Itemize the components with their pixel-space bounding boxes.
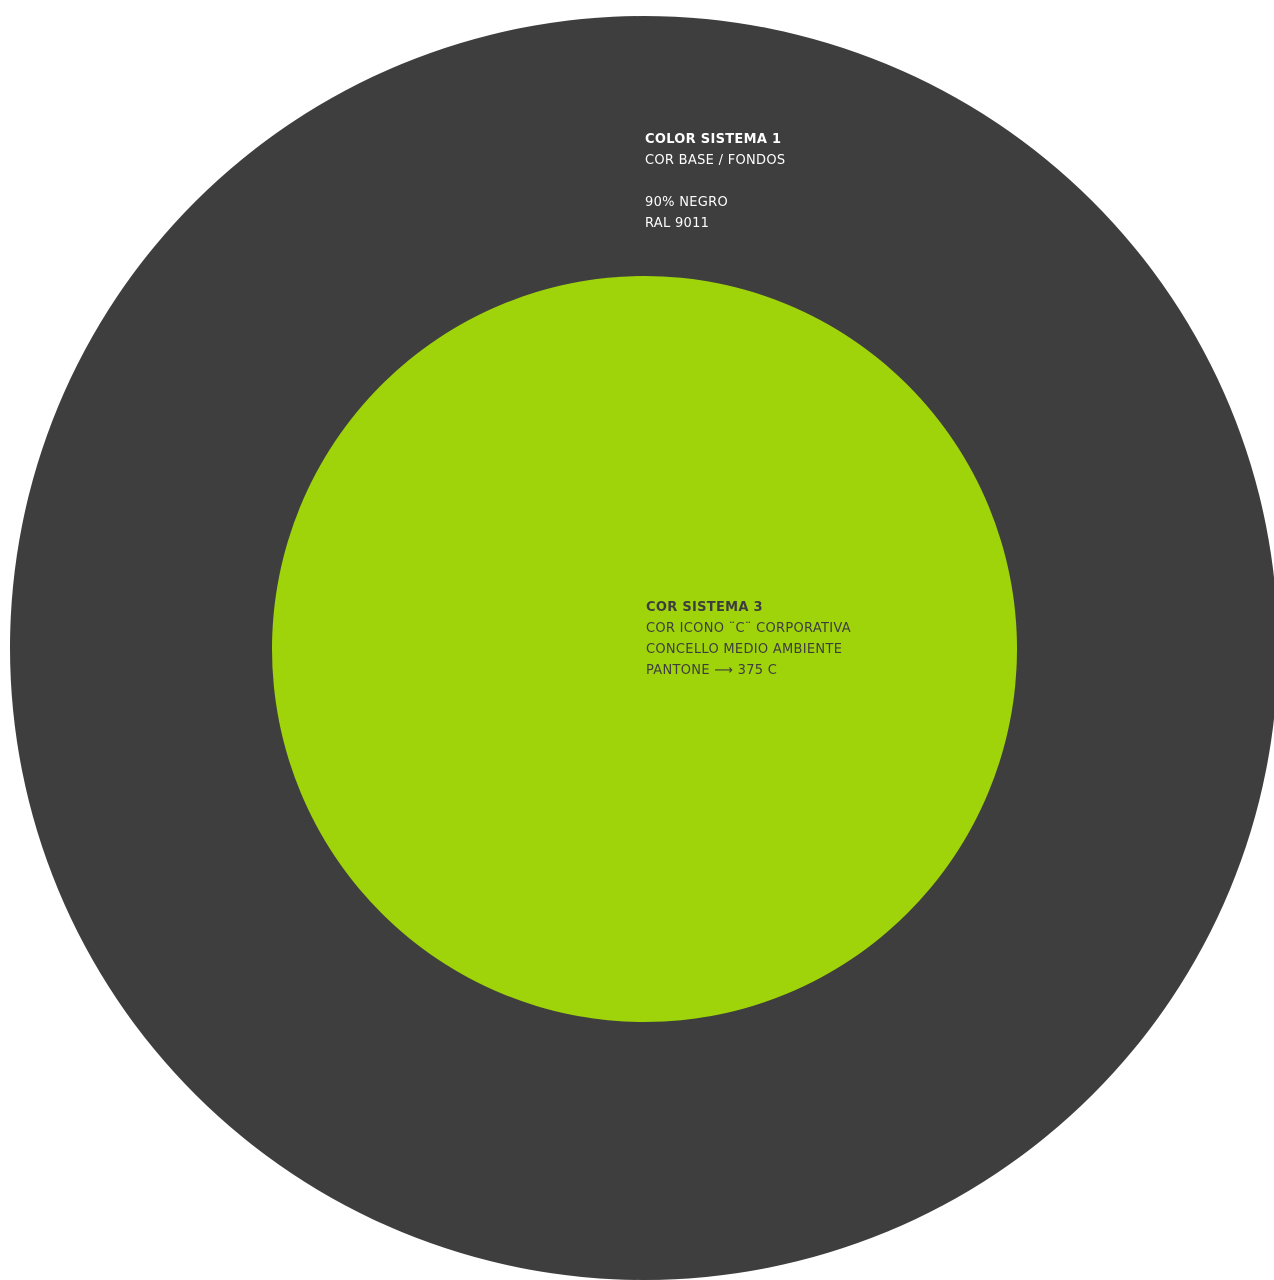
inner-swatch-label: COR SISTEMA 3 COR ICONO ¨C¨ CORPORATIVA … [646, 597, 851, 681]
outer-swatch-label: COLOR SISTEMA 1 COR BASE / FONDOS 90% NE… [645, 129, 785, 234]
inner-swatch-line-3: PANTONE ⟶ 375 C [646, 663, 778, 678]
outer-swatch-title: COLOR SISTEMA 1 [645, 132, 782, 147]
inner-swatch-line-2: CONCELLO MEDIO AMBIENTE [646, 642, 843, 657]
inner-color-swatch [272, 276, 1017, 1022]
spacer [645, 171, 785, 192]
outer-swatch-spec-1: 90% NEGRO [645, 195, 729, 210]
inner-swatch-title: COR SISTEMA 3 [646, 600, 763, 615]
inner-swatch-line-1: COR ICONO ¨C¨ CORPORATIVA [646, 621, 851, 636]
outer-swatch-spec-2: RAL 9011 [645, 216, 710, 231]
outer-swatch-subtitle: COR BASE / FONDOS [645, 153, 786, 168]
